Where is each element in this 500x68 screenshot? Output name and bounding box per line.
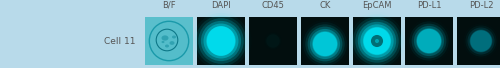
Ellipse shape (207, 26, 235, 56)
Ellipse shape (308, 27, 342, 61)
Ellipse shape (162, 35, 168, 41)
Ellipse shape (416, 28, 442, 54)
Ellipse shape (204, 24, 238, 58)
Ellipse shape (206, 26, 236, 56)
Bar (249, 17, 297, 65)
Ellipse shape (466, 25, 496, 57)
Ellipse shape (412, 24, 446, 58)
Text: DAPI: DAPI (211, 1, 231, 10)
Ellipse shape (470, 30, 492, 52)
Text: PD-L1: PD-L1 (417, 1, 442, 10)
Ellipse shape (364, 28, 390, 54)
Ellipse shape (196, 16, 246, 66)
Text: PD-L2: PD-L2 (469, 1, 493, 10)
Text: B/F: B/F (162, 1, 176, 10)
Ellipse shape (371, 35, 383, 47)
Bar (353, 17, 401, 65)
Ellipse shape (172, 35, 176, 38)
Ellipse shape (356, 19, 399, 63)
Ellipse shape (312, 31, 338, 57)
Bar (457, 17, 500, 65)
Ellipse shape (410, 21, 449, 61)
Ellipse shape (201, 21, 241, 61)
Ellipse shape (375, 39, 379, 43)
Ellipse shape (417, 29, 441, 53)
Ellipse shape (303, 22, 347, 66)
Ellipse shape (352, 17, 402, 65)
Bar (405, 17, 453, 65)
Ellipse shape (470, 30, 492, 52)
Text: CK: CK (320, 1, 330, 10)
Ellipse shape (310, 29, 340, 59)
Ellipse shape (363, 27, 391, 55)
Ellipse shape (360, 24, 394, 58)
Ellipse shape (358, 22, 396, 60)
Bar (301, 17, 349, 65)
Ellipse shape (198, 18, 244, 64)
Bar (145, 17, 193, 65)
Ellipse shape (170, 41, 174, 45)
Bar (197, 17, 245, 65)
Ellipse shape (162, 41, 164, 43)
Ellipse shape (150, 22, 188, 60)
Ellipse shape (265, 33, 281, 49)
Ellipse shape (306, 24, 344, 64)
Text: Cell 11: Cell 11 (104, 37, 135, 47)
Ellipse shape (313, 32, 337, 56)
Text: EpCAM: EpCAM (362, 1, 392, 10)
Ellipse shape (165, 44, 169, 48)
Text: CD45: CD45 (262, 1, 284, 10)
Ellipse shape (266, 34, 280, 48)
Ellipse shape (468, 28, 494, 54)
Ellipse shape (414, 26, 444, 56)
